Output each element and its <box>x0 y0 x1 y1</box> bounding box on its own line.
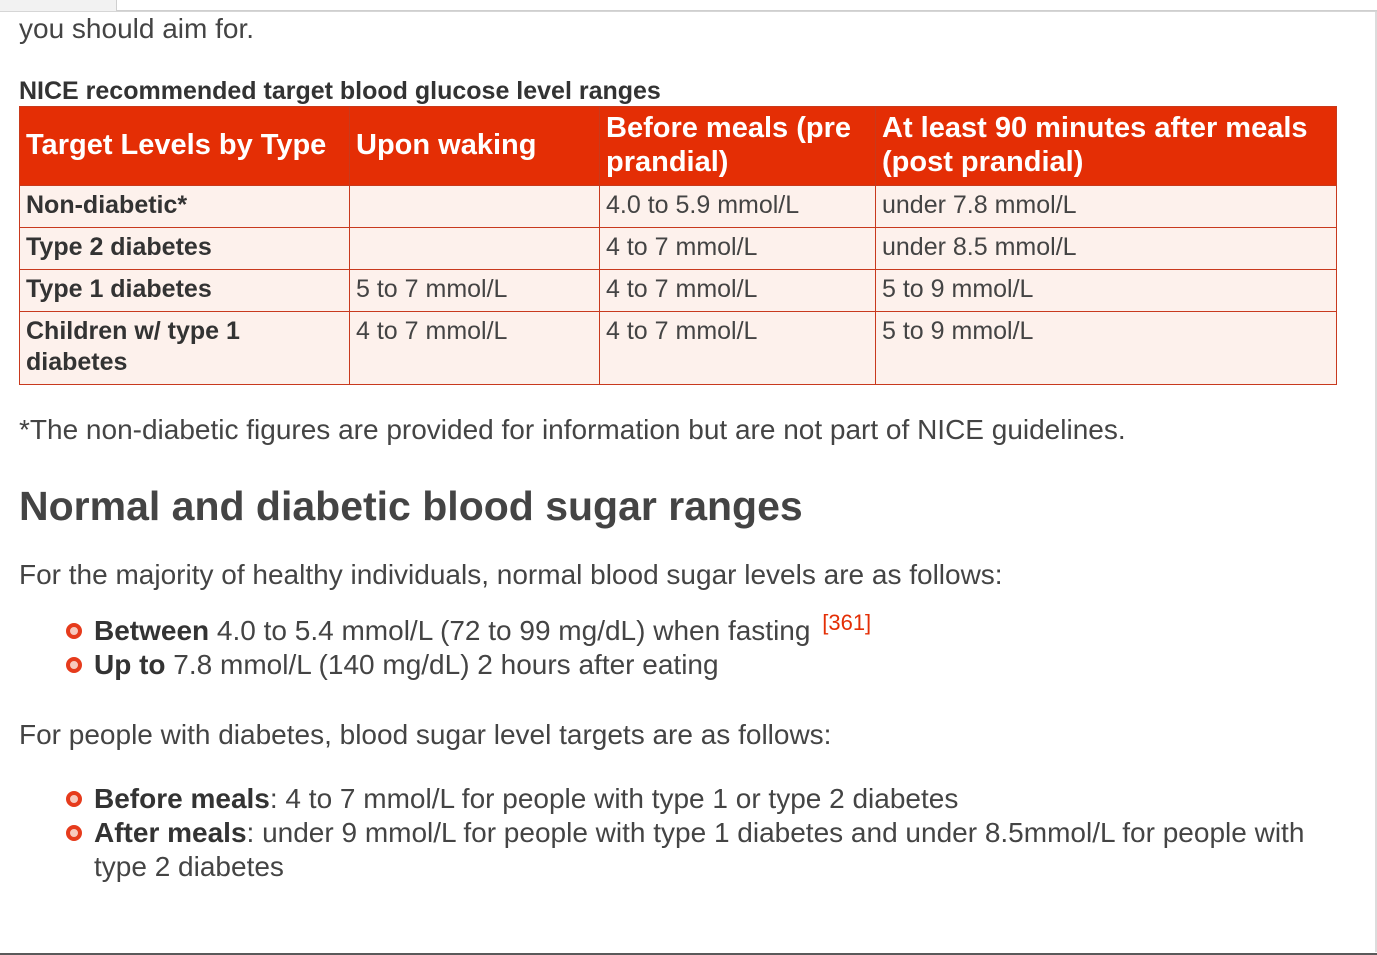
list-item-text: : under 9 mmol/L for people with type 1 … <box>94 817 1305 882</box>
table-cell <box>349 227 600 270</box>
list-item: Up to 7.8 mmol/L (140 mg/dL) 2 hours aft… <box>66 648 1349 682</box>
table-cell: 4 to 7 mmol/L <box>599 311 876 385</box>
list-item-bold: Up to <box>94 649 166 680</box>
section-heading: Normal and diabetic blood sugar ranges <box>19 483 803 529</box>
bullet-icon <box>66 623 82 639</box>
list-item-text: : 4 to 7 mmol/L for people with type 1 o… <box>269 783 959 814</box>
table-cell: 5 to 9 mmol/L <box>875 269 1337 312</box>
scrollbar-track[interactable] <box>1375 12 1377 952</box>
table-cell: 5 to 7 mmol/L <box>349 269 600 312</box>
diabetic-targets-intro: For people with diabetes, blood sugar le… <box>19 719 832 750</box>
bullet-icon <box>66 657 82 673</box>
bullet-icon <box>66 825 82 841</box>
list-item-text: 7.8 mmol/L (140 mg/dL) 2 hours after eat… <box>165 649 719 680</box>
header-after-meals: At least 90 minutes after meals (post pr… <box>875 106 1337 186</box>
list-item: Before meals: 4 to 7 mmol/L for people w… <box>66 782 1349 816</box>
page-bottom-edge <box>0 953 1377 955</box>
header-upon-waking: Upon waking <box>349 106 600 186</box>
table-caption: NICE recommended target blood glucose le… <box>19 77 661 105</box>
list-item-text: 4.0 to 5.4 mmol/L (72 to 99 mg/dL) when … <box>209 615 811 646</box>
citation-link[interactable]: [361] <box>822 609 872 635</box>
row-label-type-2: Type 2 diabetes <box>19 227 350 270</box>
list-item-bold: Before meals <box>94 783 270 814</box>
row-label-children-type-1: Children w/ type 1 diabetes <box>19 311 350 385</box>
table-footnote: *The non-diabetic figures are provided f… <box>19 414 1126 445</box>
intro-text-tail: you should aim for. <box>19 13 255 44</box>
list-item: After meals: under 9 mmol/L for people w… <box>66 816 1349 884</box>
bullet-icon <box>66 791 82 807</box>
table-cell: 4 to 7 mmol/L <box>349 311 600 385</box>
table-cell: 4.0 to 5.9 mmol/L <box>599 185 876 228</box>
table-row: Children w/ type 1 diabetes 4 to 7 mmol/… <box>19 311 1337 385</box>
browser-toolbar <box>0 0 1377 12</box>
header-target-levels: Target Levels by Type <box>19 106 350 186</box>
diabetic-targets-list: Before meals: 4 to 7 mmol/L for people w… <box>19 782 1349 884</box>
article-content: you should aim for. NICE recommended tar… <box>19 12 1349 884</box>
row-label-non-diabetic: Non-diabetic* <box>19 185 350 228</box>
table-cell: 4 to 7 mmol/L <box>599 227 876 270</box>
table-cell: under 8.5 mmol/L <box>875 227 1337 270</box>
table-cell: under 7.8 mmol/L <box>875 185 1337 228</box>
table-row: Type 1 diabetes 5 to 7 mmol/L 4 to 7 mmo… <box>19 269 1337 312</box>
table-row: Non-diabetic* 4.0 to 5.9 mmol/L under 7.… <box>19 185 1337 228</box>
table-header-row: Target Levels by Type Upon waking Before… <box>19 106 1337 186</box>
table-cell: 4 to 7 mmol/L <box>599 269 876 312</box>
healthy-ranges-intro: For the majority of healthy individuals,… <box>19 559 1003 590</box>
list-item: Between 4.0 to 5.4 mmol/L (72 to 99 mg/d… <box>66 611 1349 648</box>
table-row: Type 2 diabetes 4 to 7 mmol/L under 8.5 … <box>19 227 1337 270</box>
list-item-bold: Between <box>94 615 210 646</box>
table-cell: 5 to 9 mmol/L <box>875 311 1337 385</box>
header-before-meals: Before meals (pre prandial) <box>599 106 876 186</box>
list-item-bold: After meals <box>94 817 247 848</box>
glucose-target-table: Target Levels by Type Upon waking Before… <box>19 106 1337 385</box>
row-label-type-1: Type 1 diabetes <box>19 269 350 312</box>
healthy-ranges-list: Between 4.0 to 5.4 mmol/L (72 to 99 mg/d… <box>19 611 1349 682</box>
address-bar[interactable] <box>116 0 1377 11</box>
table-cell <box>349 185 600 228</box>
